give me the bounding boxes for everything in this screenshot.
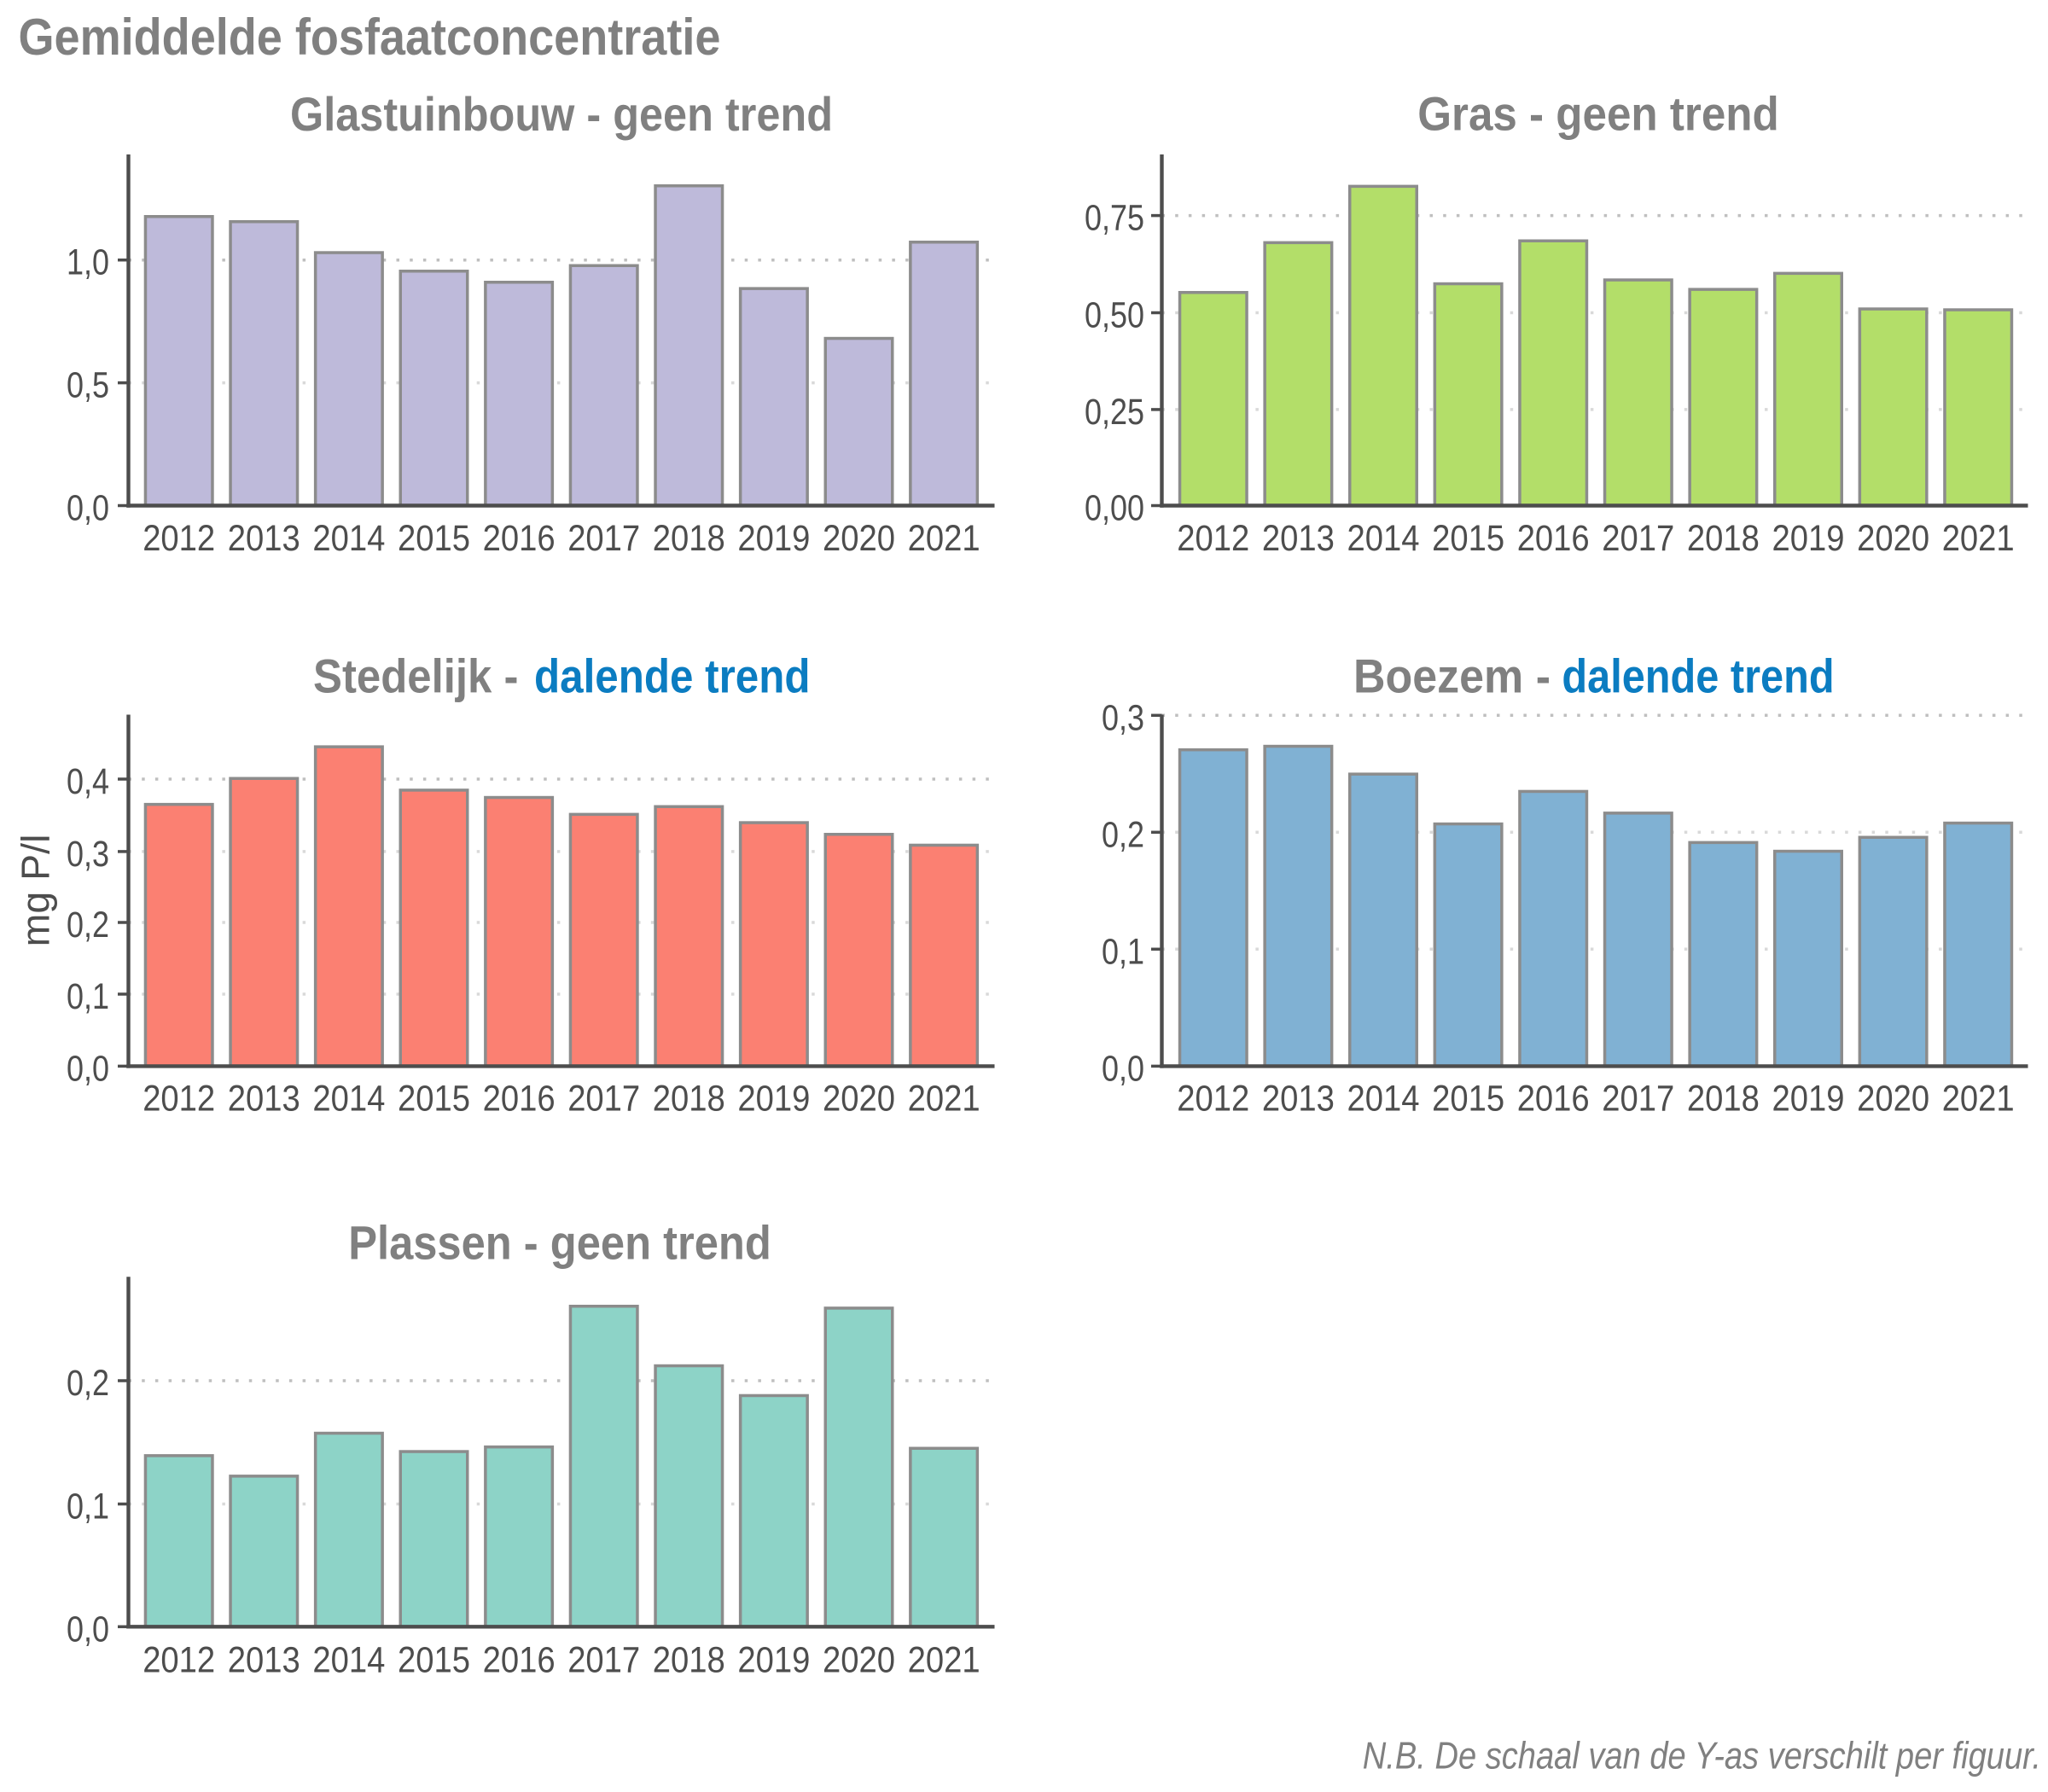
svg-text:2019: 2019 <box>737 518 810 559</box>
svg-text:2020: 2020 <box>1857 518 1929 559</box>
svg-text:2018: 2018 <box>653 1079 725 1120</box>
svg-text:2014: 2014 <box>312 1640 385 1681</box>
svg-text:2021: 2021 <box>908 1079 980 1120</box>
svg-text:0,0: 0,0 <box>67 1048 109 1089</box>
svg-text:2015: 2015 <box>1432 1079 1504 1120</box>
svg-text:0,1: 0,1 <box>67 1487 109 1527</box>
svg-text:2016: 2016 <box>483 1079 556 1120</box>
svg-text:2019: 2019 <box>1772 518 1845 559</box>
svg-text:0,0: 0,0 <box>67 1609 109 1649</box>
svg-text:2012: 2012 <box>143 518 215 559</box>
svg-text:2014: 2014 <box>312 518 385 559</box>
svg-text:0,3: 0,3 <box>67 834 109 875</box>
svg-text:Plassen - geen trend: Plassen - geen trend <box>348 1216 771 1270</box>
svg-text:2018: 2018 <box>1687 518 1760 559</box>
svg-text:0,50: 0,50 <box>1085 295 1144 336</box>
svg-text:Glastuinbouw - geen trend: Glastuinbouw - geen trend <box>290 87 833 141</box>
svg-text:2015: 2015 <box>398 1079 470 1120</box>
svg-text:0,25: 0,25 <box>1085 392 1144 433</box>
svg-text:2015: 2015 <box>398 518 470 559</box>
svg-text:2016: 2016 <box>483 1640 556 1681</box>
svg-text:0,3: 0,3 <box>1102 697 1144 738</box>
svg-text:0,4: 0,4 <box>67 761 109 802</box>
svg-text:2020: 2020 <box>823 1079 895 1120</box>
svg-text:2015: 2015 <box>1432 518 1504 559</box>
svg-text:mg P/l: mg P/l <box>13 835 57 947</box>
svg-text:2013: 2013 <box>228 1079 300 1120</box>
svg-text:2018: 2018 <box>653 1640 725 1681</box>
svg-text:2016: 2016 <box>483 518 556 559</box>
svg-text:2019: 2019 <box>737 1640 810 1681</box>
svg-text:2020: 2020 <box>823 1640 895 1681</box>
svg-text:Boezem -: Boezem - <box>1353 649 1551 703</box>
svg-text:0,5: 0,5 <box>67 365 109 406</box>
svg-text:2013: 2013 <box>228 518 300 559</box>
svg-text:2014: 2014 <box>1347 518 1420 559</box>
svg-text:2016: 2016 <box>1517 518 1590 559</box>
svg-text:0,75: 0,75 <box>1085 198 1144 239</box>
svg-text:0,2: 0,2 <box>1102 814 1144 855</box>
svg-text:2017: 2017 <box>1602 1079 1674 1120</box>
svg-text:2012: 2012 <box>1177 1079 1249 1120</box>
svg-text:Gras - geen trend: Gras - geen trend <box>1417 87 1779 141</box>
svg-text:0,1: 0,1 <box>1102 931 1144 972</box>
svg-text:2020: 2020 <box>823 518 895 559</box>
svg-text:2021: 2021 <box>908 1640 980 1681</box>
svg-text:2021: 2021 <box>1942 1079 2015 1120</box>
svg-text:2019: 2019 <box>737 1079 810 1120</box>
svg-text:2012: 2012 <box>143 1079 215 1120</box>
svg-text:2018: 2018 <box>653 518 725 559</box>
svg-text:2013: 2013 <box>228 1640 300 1681</box>
svg-text:2012: 2012 <box>143 1640 215 1681</box>
svg-text:dalende trend: dalende trend <box>534 649 811 703</box>
svg-text:2017: 2017 <box>567 518 640 559</box>
svg-text:0,2: 0,2 <box>67 1363 109 1404</box>
svg-text:2015: 2015 <box>398 1640 470 1681</box>
svg-text:2013: 2013 <box>1262 1079 1335 1120</box>
svg-text:2019: 2019 <box>1772 1079 1845 1120</box>
svg-text:2017: 2017 <box>567 1079 640 1120</box>
svg-text:2013: 2013 <box>1262 518 1335 559</box>
svg-text:2014: 2014 <box>1347 1079 1420 1120</box>
svg-text:2021: 2021 <box>1942 518 2015 559</box>
svg-text:0,0: 0,0 <box>1102 1048 1144 1089</box>
svg-text:2014: 2014 <box>312 1079 385 1120</box>
svg-text:2020: 2020 <box>1857 1079 1929 1120</box>
svg-text:Gemiddelde fosfaatconcentratie: Gemiddelde fosfaatconcentratie <box>19 9 721 66</box>
svg-text:0,0: 0,0 <box>67 488 109 529</box>
svg-text:2021: 2021 <box>908 518 980 559</box>
svg-text:2017: 2017 <box>1602 518 1674 559</box>
svg-text:2017: 2017 <box>567 1640 640 1681</box>
svg-text:1,0: 1,0 <box>67 242 109 283</box>
svg-text:N.B. De schaal van de Y-as ver: N.B. De schaal van de Y-as verschilt per… <box>1363 1736 2041 1777</box>
svg-text:2016: 2016 <box>1517 1079 1590 1120</box>
svg-text:0,00: 0,00 <box>1085 488 1144 529</box>
svg-text:2018: 2018 <box>1687 1079 1760 1120</box>
svg-text:0,2: 0,2 <box>67 905 109 945</box>
svg-text:Stedelijk -: Stedelijk - <box>313 649 518 703</box>
svg-text:dalende trend: dalende trend <box>1562 649 1834 703</box>
svg-text:0,1: 0,1 <box>67 976 109 1017</box>
svg-text:2012: 2012 <box>1177 518 1249 559</box>
